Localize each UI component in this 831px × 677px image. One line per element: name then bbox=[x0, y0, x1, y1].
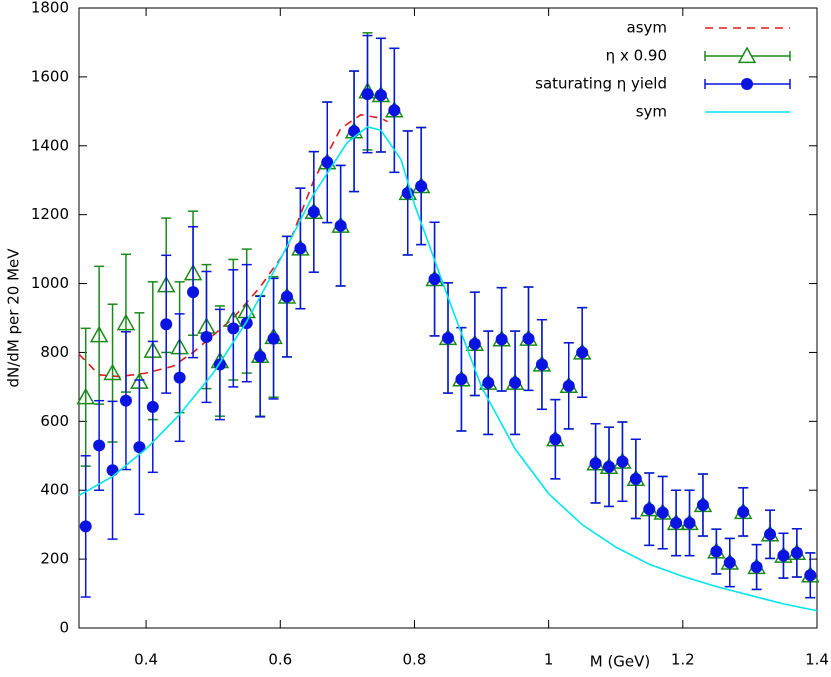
point bbox=[616, 455, 629, 468]
point bbox=[790, 546, 803, 559]
y-tick-label: 1200 bbox=[31, 205, 69, 223]
y-tick-label: 800 bbox=[40, 343, 69, 361]
y-tick-label: 1800 bbox=[31, 0, 69, 17]
y-axis-label: dN/dM per 20 MeV bbox=[5, 248, 23, 388]
y-tick-label: 600 bbox=[40, 412, 69, 430]
point bbox=[89, 325, 109, 343]
point bbox=[119, 394, 132, 407]
y-tick-label: 200 bbox=[40, 550, 69, 568]
point bbox=[710, 545, 723, 558]
x-tick-label: 0.8 bbox=[403, 651, 427, 669]
legend-swatch bbox=[737, 46, 757, 64]
point bbox=[589, 457, 602, 470]
point bbox=[103, 363, 122, 381]
point bbox=[415, 180, 428, 193]
legend-label: saturating η yield bbox=[535, 75, 667, 93]
point bbox=[280, 290, 293, 303]
point bbox=[227, 322, 240, 335]
point bbox=[160, 318, 173, 331]
point bbox=[93, 439, 106, 452]
point bbox=[683, 516, 696, 529]
x-tick-label: 1 bbox=[544, 651, 554, 669]
y-tick-label: 1000 bbox=[31, 274, 69, 292]
point bbox=[267, 332, 280, 345]
point bbox=[428, 273, 441, 286]
point bbox=[348, 125, 361, 138]
point bbox=[804, 569, 817, 582]
point bbox=[321, 156, 334, 169]
x-axis-label: M (GeV) bbox=[590, 653, 651, 671]
point bbox=[576, 346, 589, 359]
point bbox=[455, 373, 468, 386]
point bbox=[200, 330, 213, 343]
legend-label: asym bbox=[627, 19, 668, 37]
point bbox=[482, 376, 495, 389]
legend-label: η x 0.90 bbox=[606, 47, 667, 65]
point bbox=[723, 556, 736, 569]
point bbox=[764, 528, 777, 541]
point bbox=[79, 520, 92, 533]
point bbox=[737, 505, 750, 518]
point bbox=[106, 464, 119, 477]
point bbox=[696, 499, 709, 512]
point bbox=[361, 88, 374, 101]
point bbox=[656, 506, 669, 519]
curve bbox=[78, 125, 818, 612]
legend-label: sym bbox=[636, 103, 667, 121]
point bbox=[76, 387, 95, 405]
point bbox=[388, 104, 401, 117]
point bbox=[133, 441, 146, 454]
point bbox=[603, 460, 616, 473]
point bbox=[374, 89, 387, 102]
point bbox=[116, 313, 136, 331]
y-tick-label: 1400 bbox=[31, 136, 69, 154]
point bbox=[495, 333, 508, 346]
plot-frame bbox=[78, 7, 818, 629]
point bbox=[549, 433, 562, 446]
point bbox=[146, 400, 159, 413]
y-tick-label: 1600 bbox=[31, 67, 69, 85]
point bbox=[535, 358, 548, 371]
x-tick-label: 1.2 bbox=[671, 651, 695, 669]
x-tick-label: 0.6 bbox=[268, 651, 292, 669]
point bbox=[442, 331, 454, 344]
y-tick-label: 400 bbox=[40, 481, 69, 499]
point bbox=[334, 219, 347, 232]
curve bbox=[78, 113, 388, 378]
point bbox=[254, 350, 267, 363]
point bbox=[307, 205, 320, 218]
point bbox=[509, 376, 522, 389]
point bbox=[187, 286, 200, 299]
x-tick-label: 1.4 bbox=[805, 651, 829, 669]
point bbox=[750, 561, 763, 574]
y-tick-label: 0 bbox=[59, 619, 69, 637]
x-tick-label: 0.4 bbox=[134, 651, 158, 669]
point bbox=[294, 242, 307, 255]
point bbox=[670, 516, 683, 529]
point bbox=[173, 371, 186, 384]
point bbox=[629, 472, 642, 485]
point bbox=[468, 337, 481, 350]
point bbox=[777, 549, 790, 562]
point bbox=[643, 503, 656, 516]
point bbox=[562, 379, 575, 392]
legend-swatch bbox=[741, 78, 753, 90]
point bbox=[522, 332, 535, 345]
